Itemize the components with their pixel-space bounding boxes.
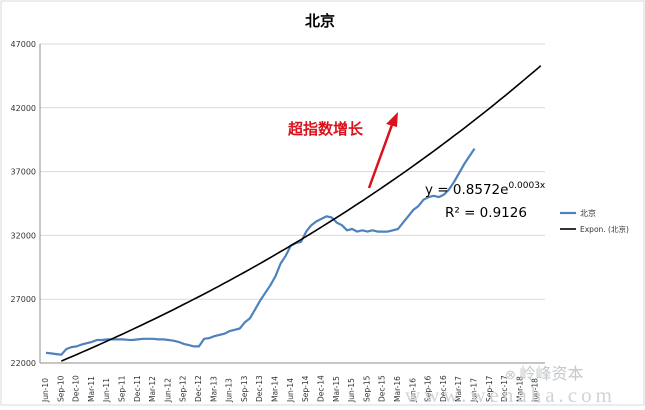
x-tick-label: Jun-14	[286, 378, 295, 403]
trend-equation-base: y = 0.8572e	[425, 182, 508, 198]
watermark-url: www.wenaha.com	[405, 383, 616, 408]
x-tick-label: Sep-12	[179, 375, 188, 402]
y-tick-label: 42000	[11, 104, 36, 113]
x-tick-label: Sep-16	[424, 375, 433, 402]
x-tick-label: Sep-11	[118, 375, 127, 402]
x-tick-label: Mar-12	[148, 376, 157, 402]
legend-label-trend: Expon. (北京)	[580, 224, 629, 234]
trendline-expon	[60, 65, 542, 362]
y-tick-label: 37000	[11, 168, 36, 177]
watermark-logo-text: 岭峰资本	[519, 366, 584, 383]
x-tick-label: Jun-16	[408, 378, 417, 403]
series-line-beijing	[45, 147, 476, 356]
y-tick-label: 32000	[11, 231, 36, 240]
x-tick-label: Mar-14	[271, 376, 280, 402]
watermark-url-text: www.wenaha.com	[405, 383, 616, 407]
x-tick-label: Jun-13	[225, 378, 234, 403]
x-tick-label: Mar-11	[87, 376, 96, 402]
annotation-text: 超指数增长	[287, 120, 364, 138]
watermark-logo-icon: ⊗	[505, 367, 520, 382]
y-tick-label: 47000	[11, 40, 36, 49]
x-tick-label: Sep-17	[485, 375, 494, 402]
trend-equation: y = 0.8572e0.0003x	[425, 181, 546, 198]
y-tick-label: 22000	[11, 359, 36, 368]
legend-label-beijing: 北京	[580, 208, 596, 218]
x-tick-label: Sep-13	[240, 375, 249, 402]
x-tick-label: Dec-15	[378, 375, 387, 402]
annotation-arrow-head	[386, 112, 398, 127]
x-tick-label: Dec-14	[316, 375, 325, 402]
x-tick-label: Jun-10	[41, 378, 50, 403]
y-tick-label: 27000	[11, 295, 36, 304]
x-tick-label: Dec-16	[439, 375, 448, 402]
trend-equation-exponent: 0.0003x	[508, 181, 545, 191]
x-tick-label: Dec-12	[194, 375, 203, 402]
x-tick-label: Dec-11	[133, 375, 142, 402]
x-tick-label: Jun-11	[102, 378, 111, 403]
x-tick-label: Mar-17	[454, 376, 463, 402]
x-tick-label: Sep-10	[56, 375, 65, 402]
x-tick-label: Jun-15	[347, 378, 356, 403]
annotation-arrow-shaft	[367, 121, 395, 189]
x-tick-label: Mar-16	[393, 376, 402, 402]
chart-title: 北京	[305, 12, 335, 30]
x-tick-label: Jun-12	[163, 378, 172, 403]
x-tick-label: Sep-15	[362, 375, 371, 402]
x-tick-label: Dec-10	[72, 375, 81, 402]
x-tick-label: Jun-17	[469, 378, 478, 403]
x-tick-label: Mar-13	[209, 376, 218, 402]
x-tick-label: Mar-18	[515, 376, 524, 402]
x-tick-label: Mar-15	[332, 376, 341, 402]
x-tick-label: Sep-14	[301, 375, 310, 402]
watermark-logo: ⊗ 岭峰资本	[505, 360, 584, 384]
x-tick-label: Dec-17	[500, 375, 509, 402]
x-tick-label: Dec-13	[255, 375, 264, 402]
trend-r-squared: R² = 0.9126	[445, 205, 527, 221]
x-tick-label: Jun-18	[531, 378, 540, 403]
